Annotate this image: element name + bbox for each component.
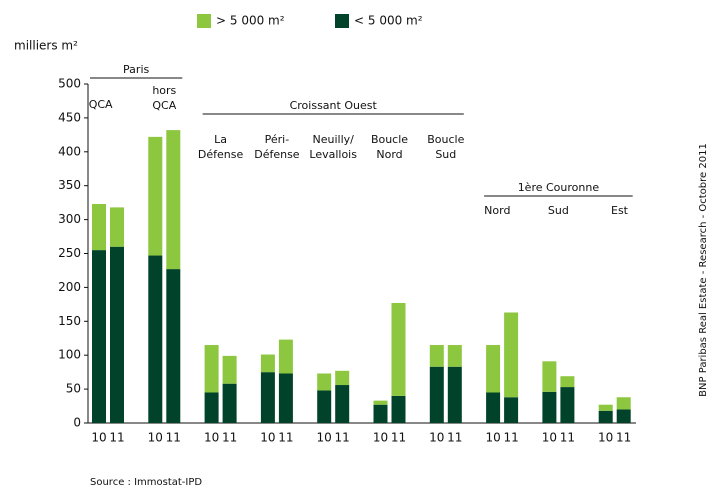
y-tick-label: 100 [58, 348, 81, 362]
side-note: BNP Paribas Real Estate - Research - Oct… [698, 143, 709, 397]
bar [166, 130, 181, 270]
category-label: Neuilly/ [313, 133, 355, 146]
category-label: Défense [198, 148, 244, 161]
bar [110, 246, 124, 423]
bar [278, 339, 293, 374]
bar [148, 136, 163, 256]
category-label: Défense [254, 148, 300, 161]
y-tick-label: 500 [58, 77, 81, 91]
category-label: Péri- [265, 133, 290, 146]
y-tick-label: 250 [58, 246, 81, 260]
bar [542, 391, 557, 423]
category-label: Sud [435, 148, 456, 161]
y-tick-label: 450 [58, 110, 81, 124]
y-axis-label: milliers m² [14, 39, 78, 53]
category-label: Nord [484, 204, 510, 217]
bar [92, 250, 106, 423]
bar [542, 361, 557, 392]
y-tick-label: 300 [58, 212, 81, 226]
bar [373, 404, 388, 423]
bar [335, 385, 350, 423]
bar [560, 376, 575, 388]
y-tick-label: 350 [58, 178, 81, 192]
x-tick-label: 10 [429, 431, 444, 445]
bar [110, 207, 124, 247]
bar [486, 392, 501, 423]
bar [504, 397, 519, 423]
bar [317, 373, 332, 391]
y-tick-label: 200 [58, 280, 81, 294]
bar [598, 404, 613, 411]
x-tick-label: 10 [598, 431, 613, 445]
category-label: QCA [89, 98, 113, 111]
x-tick-label: 10 [91, 431, 106, 445]
category-label: Levallois [309, 148, 357, 161]
bar [598, 410, 613, 423]
bar [92, 204, 106, 251]
bar [204, 345, 219, 393]
x-tick-label: 11 [391, 431, 406, 445]
x-tick-label: 11 [616, 431, 631, 445]
legend-swatch [197, 14, 211, 28]
x-tick-label: 11 [560, 431, 575, 445]
y-tick-label: 0 [73, 416, 81, 430]
bar [504, 312, 519, 398]
x-tick-label: 11 [503, 431, 518, 445]
bar [335, 370, 350, 386]
bar [204, 392, 219, 423]
x-tick-label: 10 [542, 431, 557, 445]
y-tick-label: 400 [58, 144, 81, 158]
legend-label: > 5 000 m² [216, 14, 285, 28]
x-tick-label: 10 [260, 431, 275, 445]
bar [560, 387, 575, 423]
x-tick-label: 11 [222, 431, 237, 445]
x-tick-label: 11 [109, 431, 124, 445]
category-label: Boucle [371, 133, 408, 146]
bar [222, 383, 237, 423]
y-tick-label: 50 [66, 382, 81, 396]
x-tick-label: 11 [166, 431, 181, 445]
x-tick-label: 11 [335, 431, 350, 445]
category-label: La [214, 133, 227, 146]
x-tick-label: 11 [447, 431, 462, 445]
x-tick-label: 10 [204, 431, 219, 445]
category-label: hors [152, 84, 176, 97]
bar [260, 354, 275, 373]
x-tick-label: 10 [373, 431, 388, 445]
bar [391, 395, 406, 423]
bar [447, 366, 462, 423]
legend-swatch [335, 14, 349, 28]
bar [148, 255, 163, 423]
bar [373, 400, 388, 405]
bar [486, 345, 501, 393]
x-tick-label: 10 [148, 431, 163, 445]
bar [260, 372, 275, 423]
bar [317, 390, 332, 423]
bar [278, 373, 293, 423]
x-tick-label: 10 [485, 431, 500, 445]
bar [616, 409, 631, 423]
category-label: Est [611, 204, 629, 217]
bar [616, 397, 631, 410]
bar [429, 345, 444, 367]
region-label: 1ère Couronne [518, 181, 600, 194]
category-label: QCA [152, 99, 176, 112]
bar [447, 345, 462, 367]
region-label: Paris [123, 63, 149, 76]
region-label: Croissant Ouest [290, 99, 378, 112]
source: Source : Immostat-IPD [90, 477, 202, 488]
bar [429, 366, 444, 423]
category-label: Boucle [427, 133, 464, 146]
x-tick-label: 11 [278, 431, 293, 445]
x-tick-label: 10 [317, 431, 332, 445]
bar [222, 355, 237, 384]
y-tick-label: 150 [58, 314, 81, 328]
bar [166, 269, 181, 423]
legend-label: < 5 000 m² [354, 14, 423, 28]
category-label: Nord [376, 148, 402, 161]
category-label: Sud [548, 204, 569, 217]
bar [391, 302, 406, 396]
